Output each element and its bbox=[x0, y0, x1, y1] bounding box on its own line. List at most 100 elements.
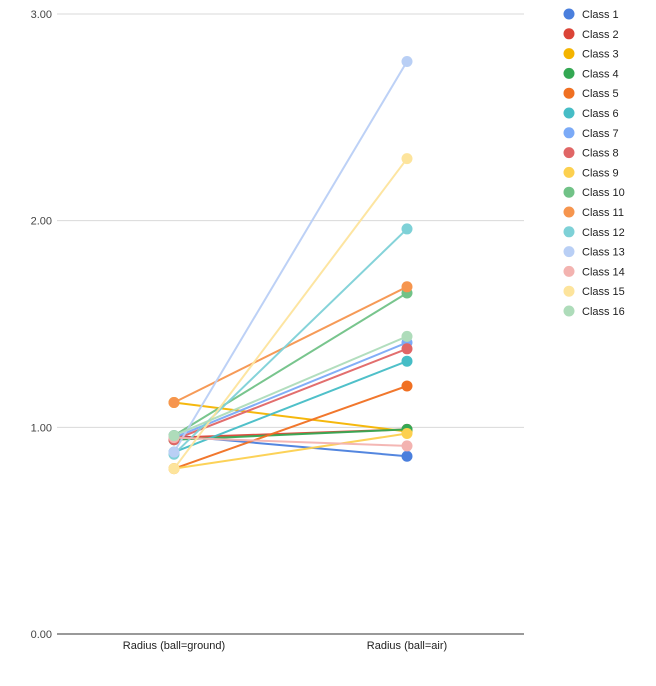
data-point bbox=[168, 463, 180, 475]
legend-item: Class 10 bbox=[563, 186, 625, 199]
legend-marker bbox=[563, 147, 575, 159]
y-tick-label: 2.00 bbox=[31, 216, 52, 228]
legend-label: Class 12 bbox=[582, 227, 625, 239]
series-line bbox=[173, 401, 408, 433]
legend-label: Class 3 bbox=[582, 49, 619, 61]
legend-item: Class 8 bbox=[563, 147, 619, 160]
series-points-15 bbox=[168, 153, 413, 475]
legend-item: Class 16 bbox=[563, 305, 625, 318]
series-line bbox=[173, 385, 408, 470]
legend-item: Class 15 bbox=[563, 285, 625, 298]
series-points-11 bbox=[168, 281, 413, 409]
series-layer bbox=[168, 56, 413, 475]
series-5 bbox=[173, 385, 408, 470]
legend-item: Class 14 bbox=[563, 265, 625, 278]
legend-label: Class 11 bbox=[582, 207, 624, 219]
data-point bbox=[401, 440, 413, 452]
data-point bbox=[401, 223, 413, 235]
data-point bbox=[401, 56, 413, 68]
legend-item: Class 5 bbox=[563, 87, 619, 100]
legend-marker bbox=[563, 87, 575, 99]
series-7 bbox=[173, 341, 408, 439]
legend-label: Class 14 bbox=[582, 266, 625, 278]
y-tick-label: 1.00 bbox=[31, 422, 52, 434]
legend-marker bbox=[563, 67, 575, 79]
data-point bbox=[401, 343, 413, 355]
series-14 bbox=[173, 436, 408, 447]
data-point bbox=[168, 446, 180, 458]
data-point bbox=[168, 397, 180, 409]
legend-marker bbox=[563, 166, 575, 178]
y-tick-label: 3.00 bbox=[31, 9, 52, 21]
legend-item: Class 6 bbox=[563, 107, 619, 120]
legend-marker bbox=[563, 28, 575, 40]
series-line bbox=[173, 432, 408, 470]
legend-item: Class 3 bbox=[563, 48, 619, 61]
series-points-13 bbox=[168, 56, 413, 458]
legend-marker bbox=[563, 265, 575, 277]
series-line bbox=[173, 360, 408, 454]
legend-marker bbox=[563, 206, 575, 218]
legend-item: Class 4 bbox=[563, 67, 619, 80]
legend-label: Class 4 bbox=[582, 68, 619, 80]
data-point bbox=[401, 428, 413, 440]
legend-label: Class 5 bbox=[582, 88, 619, 100]
series-line bbox=[173, 61, 408, 453]
x-tick-label: Radius (ball=air) bbox=[367, 640, 447, 652]
series-8 bbox=[173, 347, 408, 441]
legend-item: Class 13 bbox=[563, 246, 625, 259]
series-line bbox=[173, 347, 408, 441]
axis-layer: 0.00 1.00 2.00 3.00 Radius (ball=ground) Radi… bbox=[31, 9, 524, 652]
series-9 bbox=[173, 432, 408, 470]
legend-marker bbox=[563, 48, 575, 60]
legend: Class 1 Class 2 Class 3 Class 4 Class 5 Class… bbox=[563, 8, 625, 318]
legend-item: Class 7 bbox=[563, 127, 619, 140]
legend-marker bbox=[563, 226, 575, 238]
data-point bbox=[401, 281, 413, 293]
legend-item: Class 2 bbox=[563, 28, 619, 41]
legend-item: Class 1 bbox=[563, 8, 619, 21]
data-point bbox=[401, 153, 413, 165]
legend-label: Class 8 bbox=[582, 148, 619, 160]
series-6 bbox=[173, 360, 408, 454]
legend-label: Class 2 bbox=[582, 29, 619, 41]
series-line bbox=[173, 158, 408, 470]
data-point bbox=[168, 430, 180, 442]
data-point bbox=[401, 330, 413, 342]
legend-label: Class 13 bbox=[582, 247, 625, 259]
series-points-16 bbox=[168, 330, 413, 442]
x-tick-label: Radius (ball=ground) bbox=[123, 640, 225, 652]
data-point bbox=[401, 450, 413, 462]
y-tick-label: 0.00 bbox=[31, 629, 52, 641]
series-line bbox=[173, 341, 408, 439]
legend-marker bbox=[563, 186, 575, 198]
legend-marker bbox=[563, 305, 575, 317]
legend-item: Class 12 bbox=[563, 226, 625, 239]
legend-label: Class 6 bbox=[582, 108, 619, 120]
series-line bbox=[173, 436, 408, 447]
data-point bbox=[401, 380, 413, 392]
series-line bbox=[173, 285, 408, 404]
legend-marker bbox=[563, 285, 575, 297]
series-3 bbox=[173, 401, 408, 433]
series-16 bbox=[173, 335, 408, 437]
series-10 bbox=[173, 292, 408, 437]
legend-item: Class 11 bbox=[563, 206, 624, 219]
legend-label: Class 7 bbox=[582, 128, 619, 140]
data-point bbox=[401, 355, 413, 367]
legend-marker bbox=[563, 127, 575, 139]
legend-label: Class 10 bbox=[582, 187, 625, 199]
series-15 bbox=[173, 158, 408, 470]
series-line bbox=[173, 292, 408, 437]
legend-item: Class 9 bbox=[563, 166, 619, 179]
legend-label: Class 15 bbox=[582, 286, 625, 298]
legend-marker bbox=[563, 8, 575, 20]
series-11 bbox=[173, 285, 408, 404]
legend-label: Class 9 bbox=[582, 167, 619, 179]
legend-label: Class 16 bbox=[582, 306, 625, 318]
series-13 bbox=[173, 61, 408, 453]
legend-marker bbox=[563, 107, 575, 119]
series-line bbox=[173, 335, 408, 437]
